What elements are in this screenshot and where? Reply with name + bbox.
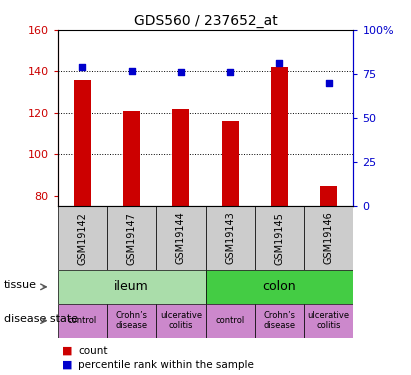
Bar (172, 109, 189, 206)
Point (79, 64, 85, 70)
Text: percentile rank within the sample: percentile rank within the sample (78, 360, 254, 369)
Bar (123, 111, 140, 206)
Text: Crohn’s
disease: Crohn’s disease (263, 311, 296, 330)
Point (178, 69, 184, 75)
Bar (58, 304, 107, 338)
Text: ■: ■ (62, 346, 72, 355)
Bar (206, 206, 255, 270)
Text: count: count (78, 346, 108, 355)
Bar (255, 304, 304, 338)
Bar (58, 270, 206, 304)
Text: ulcerative
colitis: ulcerative colitis (160, 311, 202, 330)
Text: disease state: disease state (4, 314, 78, 324)
Bar (74, 80, 91, 206)
Text: GSM19143: GSM19143 (225, 212, 235, 264)
Text: GSM19142: GSM19142 (77, 211, 87, 265)
Bar (255, 206, 304, 270)
Point (227, 69, 233, 75)
Text: control: control (67, 316, 97, 325)
Text: GSM19147: GSM19147 (127, 211, 136, 265)
Bar (206, 270, 353, 304)
Point (326, 80, 332, 86)
Bar (107, 304, 156, 338)
Text: colon: colon (263, 280, 296, 293)
Bar (156, 304, 206, 338)
Text: ■: ■ (62, 360, 72, 369)
Bar (206, 304, 255, 338)
Point (276, 60, 283, 66)
Bar (58, 206, 107, 270)
Bar (304, 304, 353, 338)
Bar (320, 186, 337, 206)
Text: ileum: ileum (114, 280, 149, 293)
Bar (222, 121, 239, 206)
Text: GSM19144: GSM19144 (176, 212, 186, 264)
Text: GSM19145: GSM19145 (275, 211, 284, 265)
Bar (271, 68, 288, 206)
Text: ulcerative
colitis: ulcerative colitis (308, 311, 350, 330)
Point (128, 68, 135, 74)
Title: GDS560 / 237652_at: GDS560 / 237652_at (134, 13, 277, 28)
Bar (156, 206, 206, 270)
Bar (107, 206, 156, 270)
Text: control: control (215, 316, 245, 325)
Text: Crohn’s
disease: Crohn’s disease (115, 311, 148, 330)
Bar (304, 206, 353, 270)
Text: GSM19146: GSM19146 (324, 212, 334, 264)
Text: tissue: tissue (4, 280, 37, 290)
